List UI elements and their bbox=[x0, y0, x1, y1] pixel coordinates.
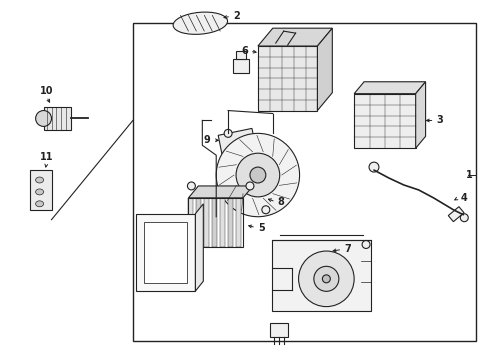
Polygon shape bbox=[257, 28, 332, 46]
Bar bbox=[188, 198, 243, 247]
Circle shape bbox=[216, 133, 299, 217]
Bar bbox=[204, 198, 209, 247]
Bar bbox=[236, 198, 241, 247]
Bar bbox=[188, 198, 193, 247]
Bar bbox=[30, 170, 51, 210]
Circle shape bbox=[298, 251, 353, 307]
Text: 7: 7 bbox=[344, 244, 350, 255]
Bar bbox=[228, 198, 233, 247]
Circle shape bbox=[236, 153, 279, 197]
Bar bbox=[233, 59, 248, 73]
Ellipse shape bbox=[36, 177, 43, 183]
Polygon shape bbox=[188, 186, 252, 198]
Bar bbox=[196, 198, 201, 247]
Circle shape bbox=[187, 182, 195, 190]
Text: 2: 2 bbox=[233, 11, 239, 21]
Bar bbox=[257, 46, 317, 111]
Text: 10: 10 bbox=[40, 86, 53, 96]
Polygon shape bbox=[353, 82, 425, 94]
Text: 8: 8 bbox=[277, 197, 284, 207]
Bar bbox=[133, 23, 475, 341]
Circle shape bbox=[262, 206, 269, 214]
Text: 1: 1 bbox=[466, 170, 472, 180]
Polygon shape bbox=[195, 204, 203, 291]
Text: 5: 5 bbox=[257, 222, 264, 233]
Polygon shape bbox=[317, 28, 332, 111]
Circle shape bbox=[224, 129, 232, 137]
Circle shape bbox=[361, 240, 369, 248]
Circle shape bbox=[36, 111, 51, 126]
Bar bbox=[212, 198, 217, 247]
Text: 9: 9 bbox=[203, 135, 210, 145]
Polygon shape bbox=[218, 129, 256, 160]
Bar bbox=[271, 239, 370, 311]
Bar bbox=[447, 207, 463, 222]
Circle shape bbox=[313, 266, 338, 291]
Circle shape bbox=[245, 182, 253, 190]
Text: 11: 11 bbox=[40, 152, 53, 162]
Bar bbox=[43, 107, 71, 130]
Bar bbox=[236, 51, 245, 59]
Ellipse shape bbox=[36, 201, 43, 207]
Text: 3: 3 bbox=[436, 116, 442, 126]
Polygon shape bbox=[415, 82, 425, 148]
Text: 6: 6 bbox=[241, 46, 247, 56]
Bar bbox=[136, 214, 195, 291]
Bar bbox=[269, 323, 287, 337]
Circle shape bbox=[368, 162, 378, 172]
Text: 4: 4 bbox=[459, 193, 466, 203]
Bar bbox=[143, 222, 187, 283]
Circle shape bbox=[459, 214, 468, 222]
Ellipse shape bbox=[173, 12, 227, 34]
Ellipse shape bbox=[36, 189, 43, 195]
Circle shape bbox=[249, 167, 265, 183]
Bar bbox=[353, 94, 415, 148]
Bar bbox=[220, 198, 224, 247]
Circle shape bbox=[322, 275, 330, 283]
